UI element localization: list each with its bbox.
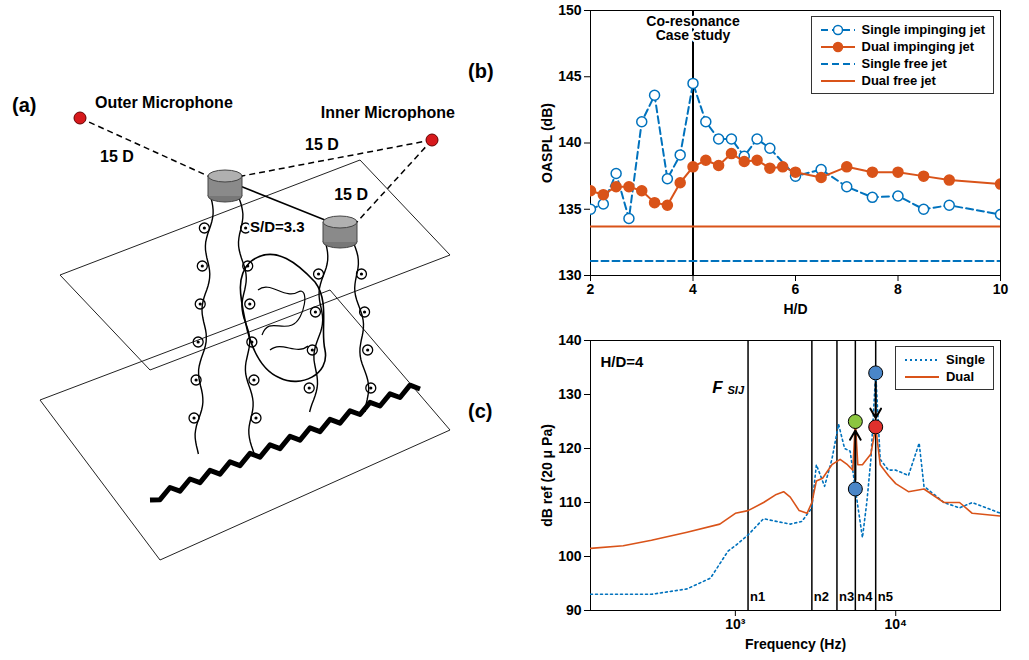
html-text:(c): (c): [468, 400, 493, 422]
svg-text:15 D: 15 D: [334, 186, 368, 203]
svg-text:n4: n4: [857, 589, 873, 604]
html-text:Single: Single: [946, 352, 985, 367]
svg-text:dB ref (20 μ Pa): dB ref (20 μ Pa): [539, 424, 555, 527]
svg-text:Co-resonanceCase study: Co-resonanceCase study: [646, 13, 740, 43]
svg-text:10: 10: [993, 281, 1009, 297]
html-text:Dual impinging jet: Dual impinging jet: [861, 39, 975, 54]
svg-text:130: 130: [558, 386, 582, 402]
svg-text:120: 120: [558, 440, 582, 456]
svg-text:10³: 10³: [725, 616, 746, 632]
svg-text:90: 90: [566, 602, 582, 618]
svg-text:H/D: H/D: [783, 301, 807, 317]
svg-text:(a): (a): [12, 94, 36, 116]
svg-text:n1: n1: [750, 589, 765, 604]
svg-text:2: 2: [587, 281, 595, 297]
svg-text:n3: n3: [839, 589, 854, 604]
html-text:Single free jet: Single free jet: [861, 56, 947, 71]
svg-text:140: 140: [558, 134, 582, 150]
html-text:Dual free jet: Dual free jet: [861, 73, 936, 88]
svg-text:110: 110: [559, 494, 582, 510]
svg-text:15 D: 15 D: [305, 136, 339, 153]
svg-text:OASPL (dB): OASPL (dB): [539, 103, 555, 183]
svg-text:100: 100: [558, 548, 582, 564]
svg-text:135: 135: [558, 201, 582, 217]
svg-text:Inner Microphone: Inner Microphone: [321, 104, 455, 121]
html-text:Dual: Dual: [946, 369, 975, 384]
svg-text:140: 140: [558, 332, 582, 348]
svg-text:10⁴: 10⁴: [884, 616, 907, 632]
svg-text:F: F: [712, 378, 723, 397]
svg-text:S/D=3.3: S/D=3.3: [250, 218, 305, 235]
html-text:(b): (b): [468, 60, 494, 82]
svg-text:n2: n2: [814, 589, 829, 604]
svg-text:6: 6: [792, 281, 800, 297]
svg-text:Outer Microphone: Outer Microphone: [95, 94, 233, 111]
svg-text:130: 130: [558, 267, 582, 283]
svg-text:150: 150: [558, 2, 582, 18]
svg-text:15 D: 15 D: [100, 148, 134, 165]
svg-text:H/D=4: H/D=4: [601, 353, 645, 370]
html-text:Single impinging jet: Single impinging jet: [861, 22, 985, 37]
svg-text:Frequency (Hz): Frequency (Hz): [745, 636, 846, 652]
svg-text:n5: n5: [878, 589, 893, 604]
svg-text:SIJ: SIJ: [728, 384, 745, 396]
svg-text:4: 4: [689, 281, 697, 297]
svg-text:145: 145: [558, 68, 582, 84]
svg-text:8: 8: [894, 281, 902, 297]
